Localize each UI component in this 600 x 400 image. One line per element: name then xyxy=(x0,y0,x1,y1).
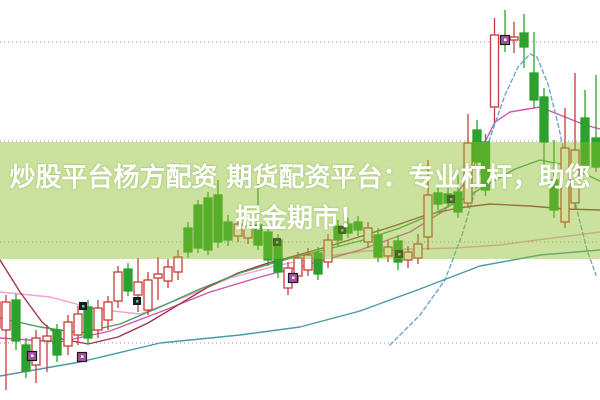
candle-down xyxy=(353,221,363,231)
candle-down xyxy=(433,192,443,205)
candle-down xyxy=(373,234,383,258)
candle-up xyxy=(363,227,373,243)
candle-up xyxy=(163,266,173,282)
purple-marker-dot xyxy=(81,355,84,358)
candle-up xyxy=(173,256,183,273)
black-marker-dot xyxy=(398,253,401,256)
candle-down xyxy=(223,221,233,241)
candle-up xyxy=(383,246,393,257)
black-marker-dot xyxy=(450,198,453,201)
candle-down xyxy=(529,72,539,101)
ad-banner-overlay[interactable] xyxy=(0,142,600,259)
candle-down xyxy=(52,329,62,356)
purple-marker-dot xyxy=(292,276,295,279)
candle-down xyxy=(580,117,590,169)
candle-down xyxy=(480,141,491,191)
candle-down xyxy=(83,306,93,339)
purple-marker-dot xyxy=(31,354,34,357)
candle-up xyxy=(413,243,423,259)
black-marker-dot xyxy=(136,300,139,303)
candle-down xyxy=(519,32,529,48)
candle-up xyxy=(233,223,243,237)
candle-down xyxy=(213,194,223,243)
candle-down xyxy=(11,299,21,342)
candle-up xyxy=(570,149,580,204)
candle-up xyxy=(42,335,52,342)
candle-up xyxy=(143,279,153,311)
candle-down xyxy=(203,197,213,251)
candle-up xyxy=(113,271,123,302)
ma-teal xyxy=(0,249,600,377)
signal-markers xyxy=(26,34,511,363)
candle-down xyxy=(263,231,273,261)
candle-down xyxy=(193,204,203,249)
candle-down xyxy=(549,179,559,211)
candle-up xyxy=(133,281,143,296)
candle-down xyxy=(591,137,600,168)
candle-down xyxy=(183,227,193,253)
candle-down xyxy=(123,268,133,292)
ma-green xyxy=(0,159,600,334)
candle-down xyxy=(539,96,549,143)
candle-up xyxy=(93,307,103,331)
candle-down xyxy=(313,252,323,275)
candle-up xyxy=(560,147,570,223)
candle-up xyxy=(509,36,519,41)
candle-up xyxy=(463,142,473,204)
black-marker-dot xyxy=(82,305,85,308)
candle-up xyxy=(73,313,83,336)
candle-up xyxy=(153,273,163,279)
candle-up xyxy=(1,301,11,331)
candle-down xyxy=(253,224,263,246)
candle-up xyxy=(403,251,413,261)
candle-up xyxy=(489,34,500,108)
candle-up xyxy=(63,321,73,347)
purple-marker-dot xyxy=(504,38,507,41)
candle-up xyxy=(423,194,433,238)
black-marker-dot xyxy=(341,229,344,232)
candle-up xyxy=(103,301,113,321)
candle-up xyxy=(303,254,313,271)
black-marker-dot xyxy=(276,241,279,244)
candle-up xyxy=(243,225,253,239)
candle-up xyxy=(323,239,333,263)
